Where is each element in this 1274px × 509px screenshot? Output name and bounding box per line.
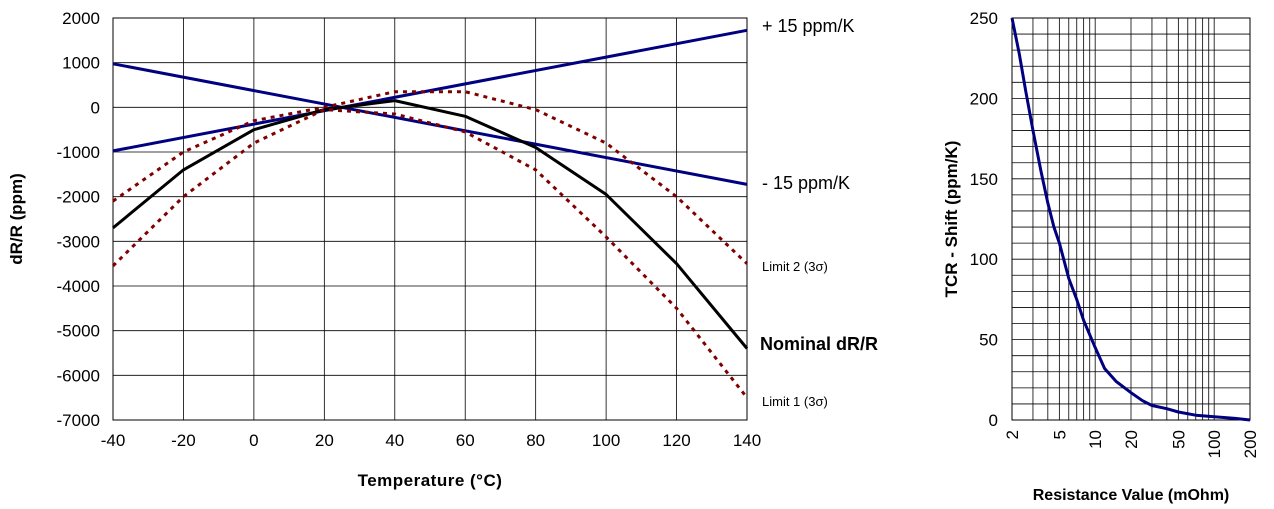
left-chart: -40 -20 0 20 40 60 80 100 120 140 2000 1000 0 -1000 -2… bbox=[7, 9, 878, 490]
right-x-tick-label: 10 bbox=[1086, 430, 1105, 449]
right-y-tick-label: 0 bbox=[989, 411, 998, 430]
right-y-tick-label: 250 bbox=[970, 9, 998, 28]
left-x-tick-label: 40 bbox=[385, 431, 404, 450]
right-x-tick-label: 2 bbox=[1003, 430, 1022, 439]
left-x-tick-label: -40 bbox=[101, 431, 126, 450]
left-x-tick-label: 100 bbox=[592, 431, 620, 450]
right-series-group bbox=[1010, 17, 1251, 422]
right-chart: 250 200 150 100 50 02 5 10 20 50 100 200 Resistance… bbox=[942, 9, 1260, 504]
left-y-tick-label: -6000 bbox=[57, 366, 100, 385]
left-series-line-2 bbox=[112, 90, 749, 265]
left-y-tick-label: -2000 bbox=[57, 188, 100, 207]
left-x-tick-label: -20 bbox=[171, 431, 196, 450]
left-y-tick-label: -7000 bbox=[57, 411, 100, 430]
left-tick-labels: -40 -20 0 20 40 60 80 100 120 140 2000 1000 0 -1000 -2… bbox=[57, 9, 762, 450]
left-y-tick-label: 1000 bbox=[62, 54, 100, 73]
left-y-tick-label: 0 bbox=[91, 98, 100, 117]
left-x-tick-label: 20 bbox=[315, 431, 334, 450]
left-x-tick-label: 120 bbox=[662, 431, 690, 450]
annotation-minus-15: - 15 ppm/K bbox=[762, 173, 850, 193]
left-plot-area bbox=[112, 17, 748, 421]
right-x-tick-label: 200 bbox=[1241, 430, 1260, 458]
left-series-line-4 bbox=[111, 108, 749, 399]
left-y-tick-label: -5000 bbox=[57, 322, 100, 341]
left-y-tick-label: -1000 bbox=[57, 143, 100, 162]
right-series-line-0 bbox=[1010, 17, 1251, 422]
right-y-tick-label: 100 bbox=[970, 250, 998, 269]
left-x-tick-label: 60 bbox=[456, 431, 475, 450]
annotation-limit-1: Limit 1 (3σ) bbox=[762, 394, 828, 409]
left-x-tick-label: 140 bbox=[733, 431, 761, 450]
annotation-nominal: Nominal dR/R bbox=[760, 334, 878, 354]
right-x-tick-label: 20 bbox=[1122, 430, 1141, 449]
left-series-group bbox=[111, 28, 749, 399]
left-x-tick-label: 80 bbox=[526, 431, 545, 450]
right-x-tick-label: 50 bbox=[1169, 430, 1188, 449]
right-x-tick-label: 100 bbox=[1205, 430, 1224, 458]
left-x-axis-label: Temperature (°C) bbox=[358, 471, 503, 490]
right-grid bbox=[1011, 17, 1251, 421]
left-y-axis-label: dR/R (ppm) bbox=[7, 173, 26, 265]
left-series-line-3 bbox=[112, 99, 749, 350]
right-y-axis-label: TCR - Shift (ppm/K) bbox=[942, 141, 961, 298]
right-x-axis-label: Resistance Value (mOhm) bbox=[1033, 487, 1230, 504]
right-y-tick-label: 50 bbox=[979, 331, 998, 350]
right-tick-labels: 250 200 150 100 50 02 5 10 20 50 100 200 bbox=[970, 9, 1260, 458]
right-y-tick-label: 150 bbox=[970, 170, 998, 189]
right-x-tick-label: 5 bbox=[1050, 430, 1069, 439]
left-y-tick-label: -3000 bbox=[57, 232, 100, 251]
left-x-tick-label: 0 bbox=[249, 431, 258, 450]
right-y-tick-label: 200 bbox=[970, 89, 998, 108]
left-y-tick-label: -4000 bbox=[57, 277, 100, 296]
left-y-tick-label: 2000 bbox=[62, 9, 100, 28]
annotation-limit-2: Limit 2 (3σ) bbox=[762, 259, 828, 274]
annotation-plus-15: + 15 ppm/K bbox=[762, 16, 855, 36]
